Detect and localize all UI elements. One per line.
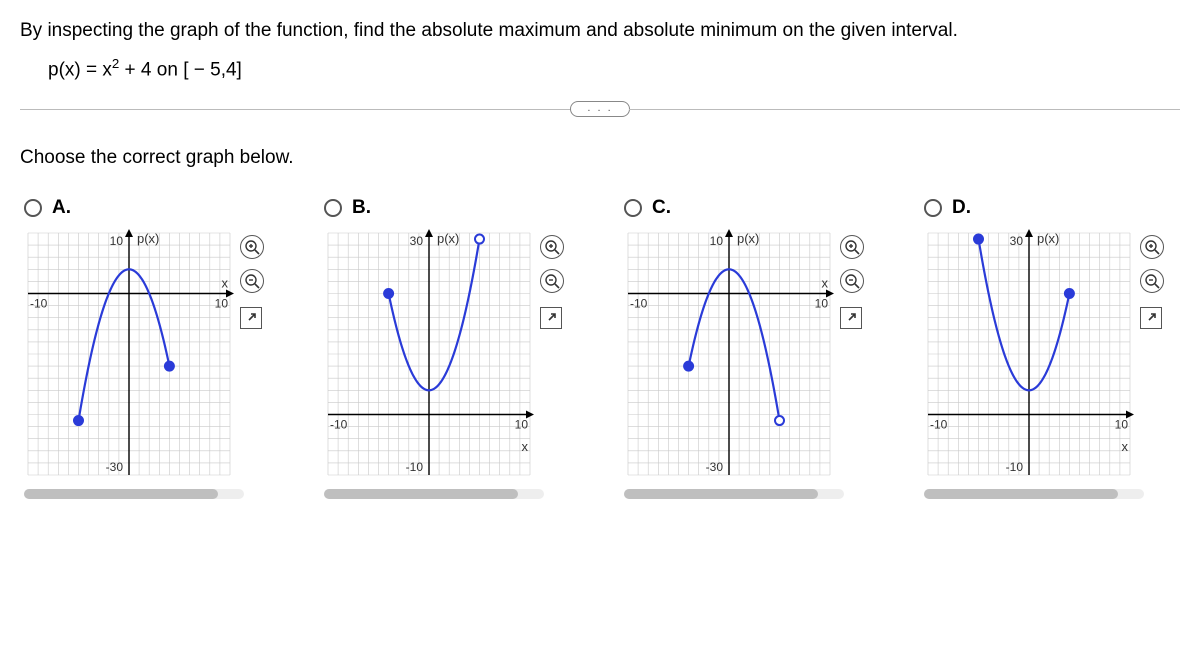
svg-text:10: 10: [815, 297, 829, 311]
svg-text:p(x): p(x): [137, 231, 159, 246]
svg-text:p(x): p(x): [737, 231, 759, 246]
choice: D. -10 10 30 -10 p(x) x: [924, 197, 1200, 499]
svg-text:-10: -10: [1006, 460, 1024, 474]
svg-text:-30: -30: [106, 460, 124, 474]
choice-header[interactable]: C.: [624, 197, 916, 219]
formula: p(x) = x2 + 4 on [ − 5,4]: [48, 56, 1180, 81]
choice-label: A.: [52, 197, 71, 219]
svg-text:10: 10: [515, 418, 529, 432]
choice-label: C.: [652, 197, 671, 219]
expand-pill[interactable]: . . .: [570, 101, 629, 117]
choice: C. -10 10 10 -30 p(x) x: [624, 197, 916, 499]
svg-text:-10: -10: [30, 297, 48, 311]
choice-label: D.: [952, 197, 971, 219]
formula-prefix: p(x) = x: [48, 59, 112, 80]
svg-text:10: 10: [110, 234, 124, 248]
choice-header[interactable]: B.: [324, 197, 616, 219]
svg-text:10: 10: [710, 234, 724, 248]
svg-text:30: 30: [1010, 234, 1024, 248]
zoom-out-icon[interactable]: [840, 269, 864, 293]
svg-text:-10: -10: [330, 418, 348, 432]
graph-plot[interactable]: -10 10 10 -30 p(x) x: [24, 229, 234, 479]
zoom-out-icon[interactable]: [1140, 269, 1164, 293]
divider-line: [629, 109, 1180, 110]
choices-container: A. -10 10 10 -30 p(x) x B. -10 10 30 -10 p(x) x C. -10 1…: [20, 197, 1180, 499]
choice-header[interactable]: D.: [924, 197, 1200, 219]
zoom-out-icon[interactable]: [540, 269, 564, 293]
graph-row: -10 10 10 -30 p(x) x: [624, 229, 916, 479]
graph-row: -10 10 10 -30 p(x) x: [24, 229, 316, 479]
graph-row: -10 10 30 -10 p(x) x: [924, 229, 1200, 479]
zoom-in-icon[interactable]: [240, 235, 264, 259]
expand-icon[interactable]: [840, 307, 862, 329]
expand-icon[interactable]: [1140, 307, 1162, 329]
zoom-in-icon[interactable]: [840, 235, 864, 259]
svg-text:-10: -10: [406, 460, 424, 474]
zoom-in-icon[interactable]: [1140, 235, 1164, 259]
svg-text:30: 30: [410, 234, 424, 248]
radio-button[interactable]: [624, 199, 642, 217]
zoom-in-icon[interactable]: [540, 235, 564, 259]
scroll-thumb[interactable]: [624, 489, 818, 499]
choose-prompt: Choose the correct graph below.: [20, 147, 1180, 169]
radio-button[interactable]: [24, 199, 42, 217]
expand-icon[interactable]: [540, 307, 562, 329]
choice-header[interactable]: A.: [24, 197, 316, 219]
graph-plot[interactable]: -10 10 30 -10 p(x) x: [324, 229, 534, 479]
scroll-thumb[interactable]: [324, 489, 518, 499]
radio-button[interactable]: [324, 199, 342, 217]
choice: B. -10 10 30 -10 p(x) x: [324, 197, 616, 499]
section-divider: . . .: [20, 101, 1180, 117]
scroll-thumb[interactable]: [24, 489, 218, 499]
svg-text:10: 10: [1115, 418, 1129, 432]
svg-text:-10: -10: [930, 418, 948, 432]
svg-text:-10: -10: [630, 297, 648, 311]
svg-text:x: x: [522, 439, 529, 454]
zoom-out-icon[interactable]: [240, 269, 264, 293]
graph-tools: [1140, 235, 1164, 329]
svg-text:x: x: [222, 276, 229, 291]
graph-row: -10 10 30 -10 p(x) x: [324, 229, 616, 479]
choice-label: B.: [352, 197, 371, 219]
svg-text:x: x: [822, 276, 829, 291]
graph-tools: [540, 235, 564, 329]
svg-text:x: x: [1122, 439, 1129, 454]
graph-scrollbar[interactable]: [324, 489, 544, 499]
svg-text:-30: -30: [706, 460, 724, 474]
graph-tools: [840, 235, 864, 329]
graph-scrollbar[interactable]: [24, 489, 244, 499]
graph-plot[interactable]: -10 10 30 -10 p(x) x: [924, 229, 1134, 479]
scroll-thumb[interactable]: [924, 489, 1118, 499]
divider-line: [20, 109, 571, 110]
radio-button[interactable]: [924, 199, 942, 217]
expand-icon[interactable]: [240, 307, 262, 329]
graph-scrollbar[interactable]: [924, 489, 1144, 499]
graph-tools: [240, 235, 264, 329]
svg-text:10: 10: [215, 297, 229, 311]
question-text: By inspecting the graph of the function,…: [20, 20, 1180, 42]
choice: A. -10 10 10 -30 p(x) x: [24, 197, 316, 499]
graph-scrollbar[interactable]: [624, 489, 844, 499]
svg-text:p(x): p(x): [437, 231, 459, 246]
formula-suffix: + 4 on [ − 5,4]: [119, 59, 242, 80]
svg-text:p(x): p(x): [1037, 231, 1059, 246]
graph-plot[interactable]: -10 10 10 -30 p(x) x: [624, 229, 834, 479]
